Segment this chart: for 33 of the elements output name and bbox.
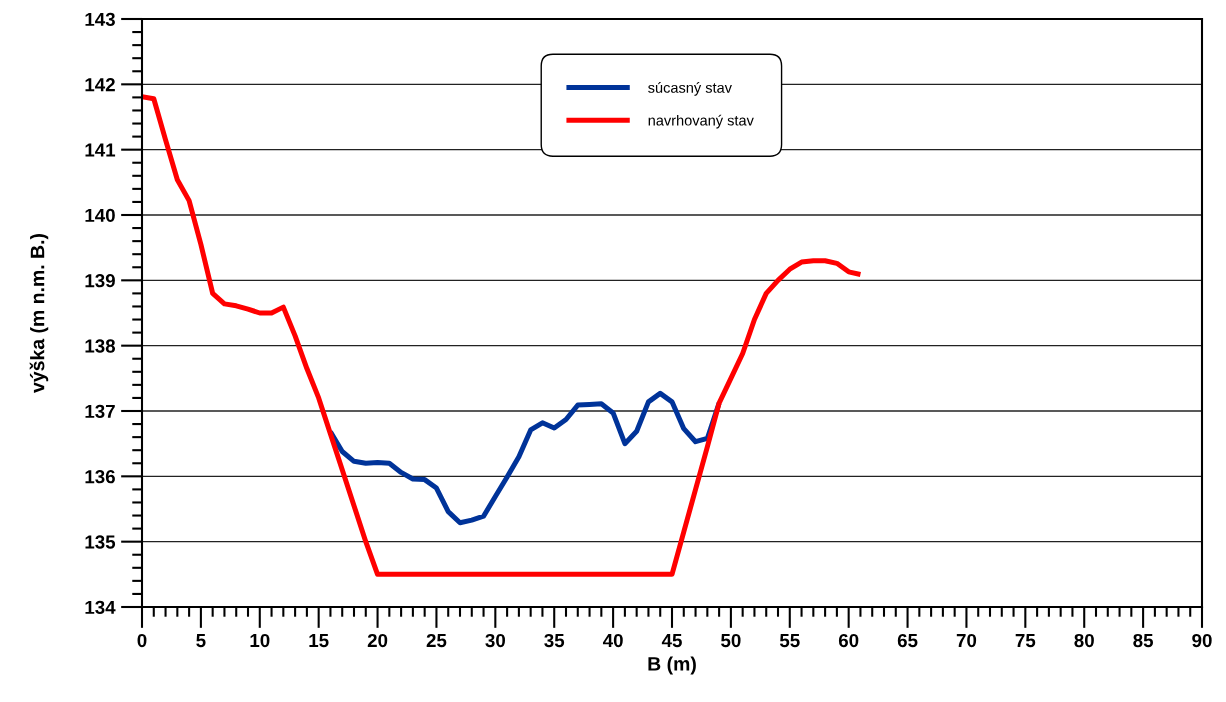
y-tick-label: 141 [85,143,116,157]
x-tick-label: 80 [1074,633,1094,648]
x-tick-label: 30 [485,633,505,648]
y-tick-label: 135 [85,535,116,549]
x-tick-label: 15 [309,634,329,648]
x-axis-title: B (m) [648,656,696,675]
x-tick-label: 90 [1192,633,1212,648]
y-tick-label: 142 [85,78,115,92]
x-tick-label: 0 [137,633,147,648]
x-tick-label: 75 [1015,634,1036,648]
x-tick-label: 70 [956,633,977,648]
x-tick-label: 25 [426,633,447,648]
y-tick-label: 138 [85,339,116,353]
y-tick-label: 134 [85,600,116,614]
x-tick-label: 50 [721,633,741,648]
y-tick-label: 139 [85,274,115,288]
legend-label: súcasný stav [648,81,732,96]
x-tick-label: 20 [367,633,388,648]
x-tick-label: 5 [196,634,206,648]
x-tick-label: 85 [1133,633,1154,648]
x-tick-label: 35 [544,633,565,648]
x-tick-label: 65 [897,633,918,648]
y-tick-label: 140 [85,208,115,222]
x-tick-label: 40 [602,633,623,648]
x-tick-label: 60 [838,633,859,648]
y-tick-label: 136 [85,470,115,484]
y-axis-title: výška (m n.m. B.) [29,234,49,393]
x-tick-label: 10 [250,633,270,648]
x-tick-label: 45 [661,634,682,648]
y-tick-label: 143 [85,12,115,26]
x-tick-label: 55 [779,634,800,648]
y-tick-label: 137 [85,404,115,418]
legend-label: navrhovaný stav [648,114,754,129]
